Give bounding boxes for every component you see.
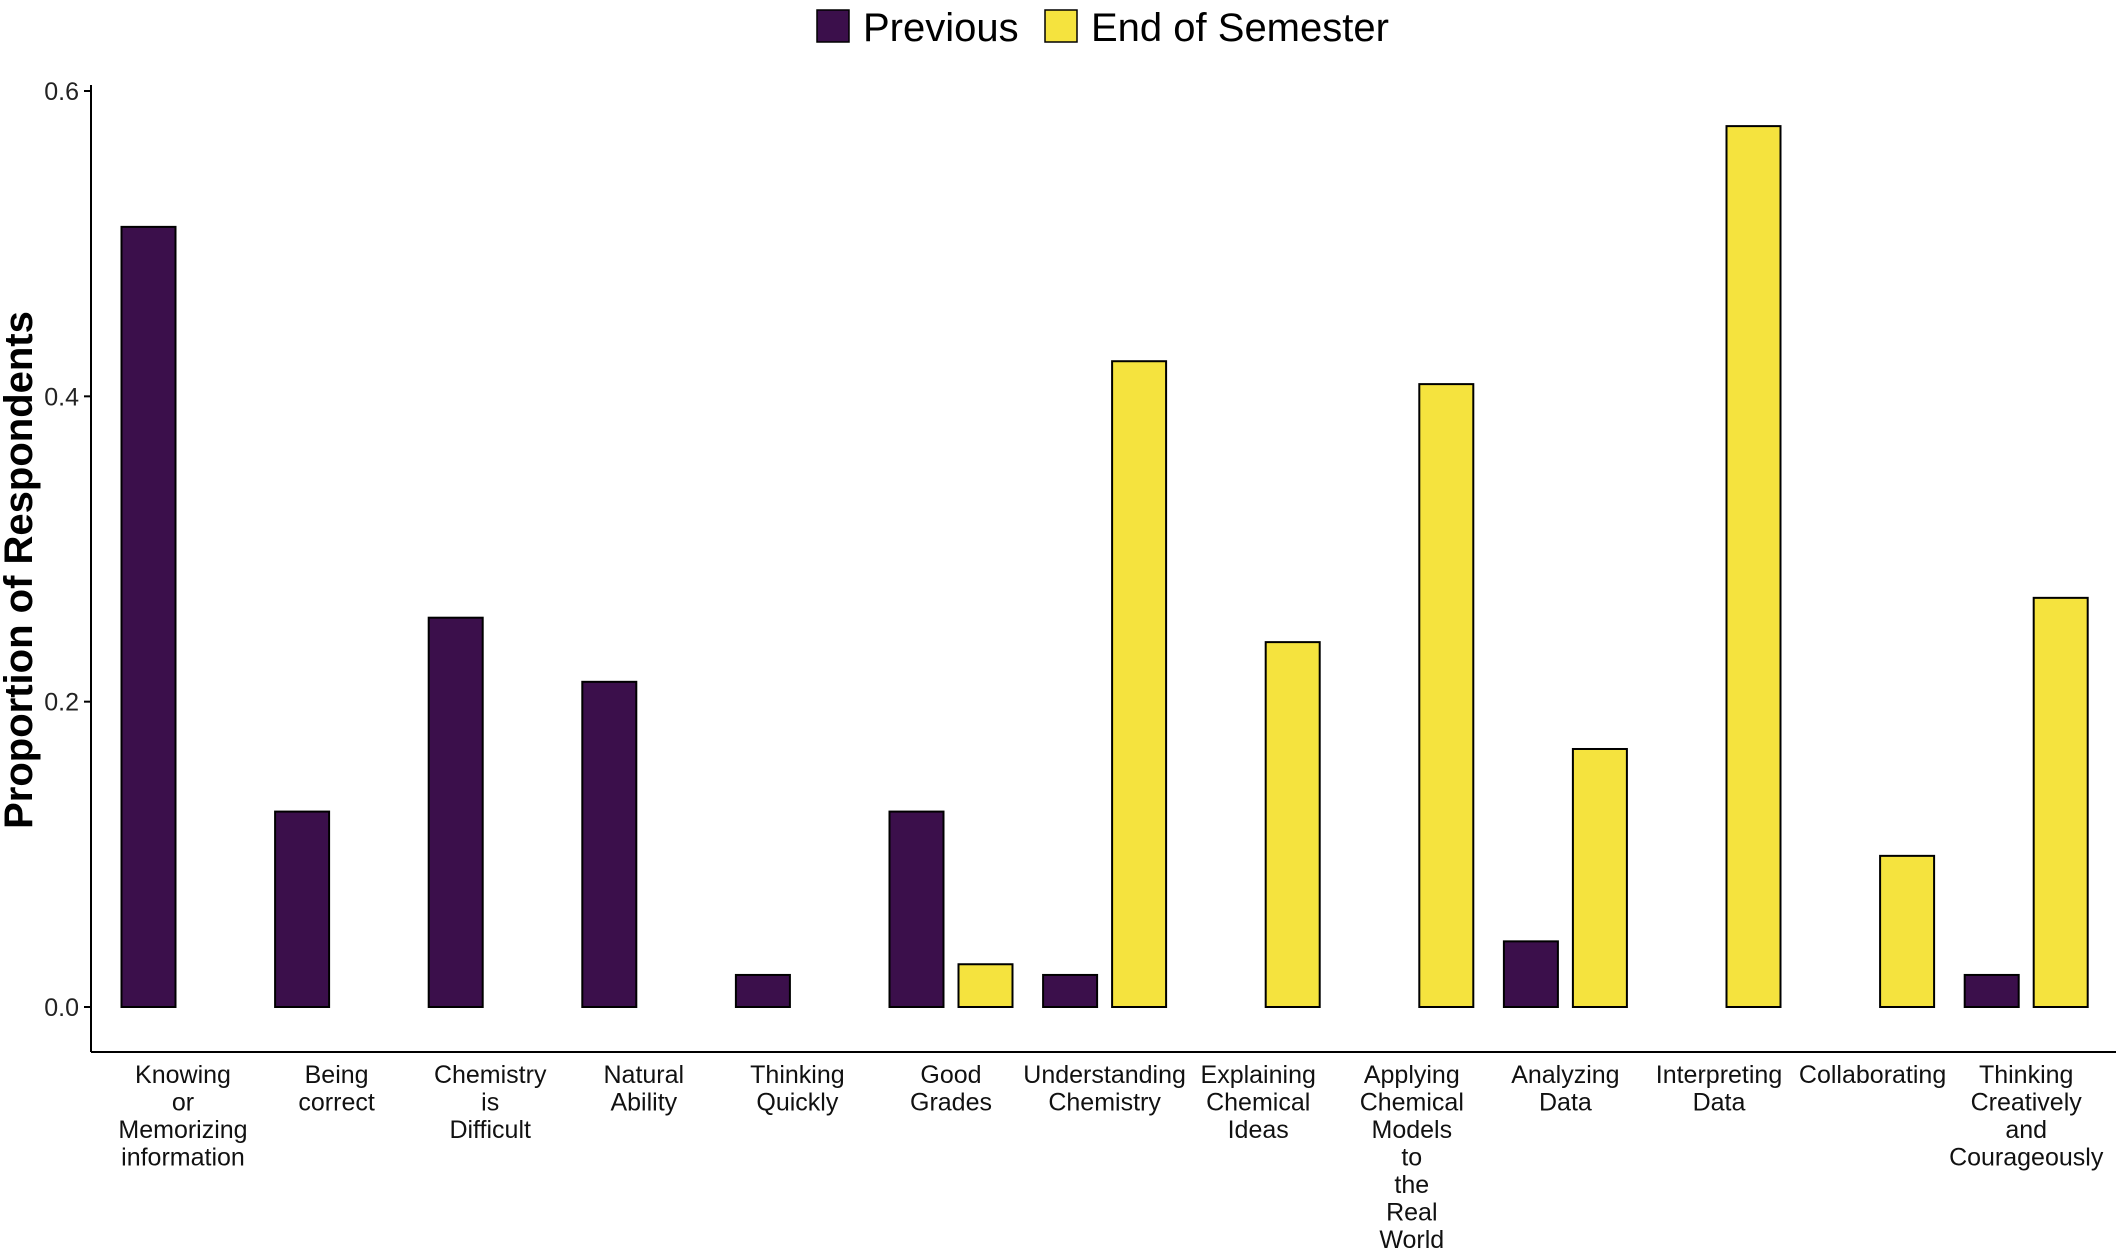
- y-axis-ticks: 0.0 0.2 0.4 0.6: [44, 78, 91, 1022]
- bar-previous: [120, 225, 177, 1008]
- x-tick-label: Knowing or Memorizing information: [118, 1061, 247, 1172]
- x-tick-label-line: Memorizing: [118, 1116, 247, 1144]
- legend-label-end-of-semester: End of Semester: [1091, 6, 1389, 50]
- x-tick-label: Collaborating: [1799, 1061, 1946, 1089]
- x-tick-label: Chemistry is Difficult: [434, 1061, 547, 1144]
- y-tick-label: 0.6: [44, 78, 79, 106]
- x-tick-label-line: correct: [298, 1089, 374, 1117]
- x-tick-label-line: to: [1401, 1144, 1422, 1172]
- x-tick-label-line: Courageously: [1949, 1144, 2104, 1172]
- legend-label-previous: Previous: [863, 6, 1019, 50]
- bar-previous: [274, 810, 331, 1008]
- bar-end-of-semester: [2032, 596, 2089, 1008]
- bar-previous: [427, 616, 484, 1008]
- y-axis-label: Proportion of Respondents: [0, 311, 41, 829]
- x-tick-label-line: Chemical: [1206, 1089, 1310, 1117]
- bar-end-of-semester: [1264, 641, 1321, 1008]
- x-tick-label: Understanding Chemistry: [1023, 1061, 1186, 1117]
- x-tick-label-line: Data: [1539, 1089, 1592, 1117]
- legend-swatch-previous: [816, 9, 850, 43]
- x-tick-label-line: World: [1379, 1226, 1444, 1254]
- x-tick-label-line: Ideas: [1228, 1116, 1289, 1144]
- bar-end-of-semester: [1725, 125, 1782, 1008]
- x-tick-label-line: Good: [920, 1061, 981, 1089]
- x-tick-label: Thinking Quickly: [750, 1061, 845, 1117]
- bars: [120, 125, 2089, 1009]
- x-axis-category-labels: Knowing or Memorizing information Being corre…: [118, 1061, 2103, 1254]
- x-tick-label: Thinking Creatively and Courageously: [1949, 1061, 2104, 1172]
- bar-end-of-semester: [957, 963, 1014, 1009]
- x-tick-label: Explaining Chemical Ideas: [1201, 1061, 1316, 1144]
- x-tick-label-line: Creatively: [1971, 1089, 2083, 1117]
- bar-end-of-semester: [1879, 854, 1936, 1008]
- x-tick-label-line: Models: [1372, 1116, 1453, 1144]
- x-tick-label: Applying Chemical Models to the Real World: [1360, 1061, 1464, 1254]
- bar-previous: [888, 810, 945, 1008]
- x-tick-label-line: Ability: [610, 1089, 677, 1117]
- x-tick-label-line: Data: [1693, 1089, 1746, 1117]
- x-tick-label: Analyzing Data: [1511, 1061, 1619, 1117]
- bar-previous: [734, 973, 791, 1009]
- x-tick-label-line: Thinking: [1979, 1061, 2074, 1089]
- x-tick-label-line: Real: [1386, 1199, 1437, 1227]
- x-tick-label-line: Difficult: [449, 1116, 531, 1144]
- bar-end-of-semester: [1571, 747, 1628, 1008]
- x-tick-label-line: Chemistry: [1048, 1089, 1161, 1117]
- x-tick-label-line: or: [172, 1089, 194, 1117]
- y-tick-label: 0.2: [44, 689, 79, 717]
- x-tick-label-line: Analyzing: [1511, 1061, 1619, 1089]
- y-tick-label: 0.0: [44, 994, 79, 1022]
- bar-previous: [1042, 973, 1099, 1009]
- x-tick-label-line: Chemical: [1360, 1089, 1464, 1117]
- x-tick-label-line: Chemistry: [434, 1061, 547, 1089]
- x-tick-label-line: Quickly: [756, 1089, 838, 1117]
- x-tick-label-line: Grades: [910, 1089, 992, 1117]
- x-tick-label: Natural Ability: [604, 1061, 685, 1117]
- x-tick-label-line: the: [1394, 1171, 1429, 1199]
- x-tick-label-line: Interpreting: [1656, 1061, 1782, 1089]
- x-tick-label-line: Applying: [1364, 1061, 1460, 1089]
- x-tick-label: Being correct: [298, 1061, 374, 1117]
- x-tick-label: Good Grades: [910, 1061, 992, 1117]
- legend: Previous End of Semester: [816, 6, 1389, 50]
- x-tick-label-line: Explaining: [1201, 1061, 1316, 1089]
- x-tick-label-line: information: [121, 1144, 245, 1172]
- x-tick-label-line: Thinking: [750, 1061, 845, 1089]
- x-tick-label-line: Natural: [604, 1061, 685, 1089]
- x-tick-label-line: Knowing: [135, 1061, 231, 1089]
- x-tick-label-line: Collaborating: [1799, 1061, 1946, 1089]
- x-tick-label-line: Understanding: [1023, 1061, 1186, 1089]
- y-tick-label: 0.4: [44, 383, 79, 411]
- x-tick-label-line: and: [2005, 1116, 2047, 1144]
- bar-previous: [581, 680, 638, 1008]
- bar-end-of-semester: [1418, 383, 1475, 1008]
- x-tick-label-line: Being: [305, 1061, 369, 1089]
- bar-end-of-semester: [1111, 360, 1168, 1009]
- legend-swatch-end-of-semester: [1044, 9, 1078, 43]
- x-tick-label-line: is: [481, 1089, 499, 1117]
- x-tick-label: Interpreting Data: [1656, 1061, 1782, 1117]
- bar-previous: [1963, 973, 2020, 1009]
- bar-previous: [1502, 940, 1559, 1008]
